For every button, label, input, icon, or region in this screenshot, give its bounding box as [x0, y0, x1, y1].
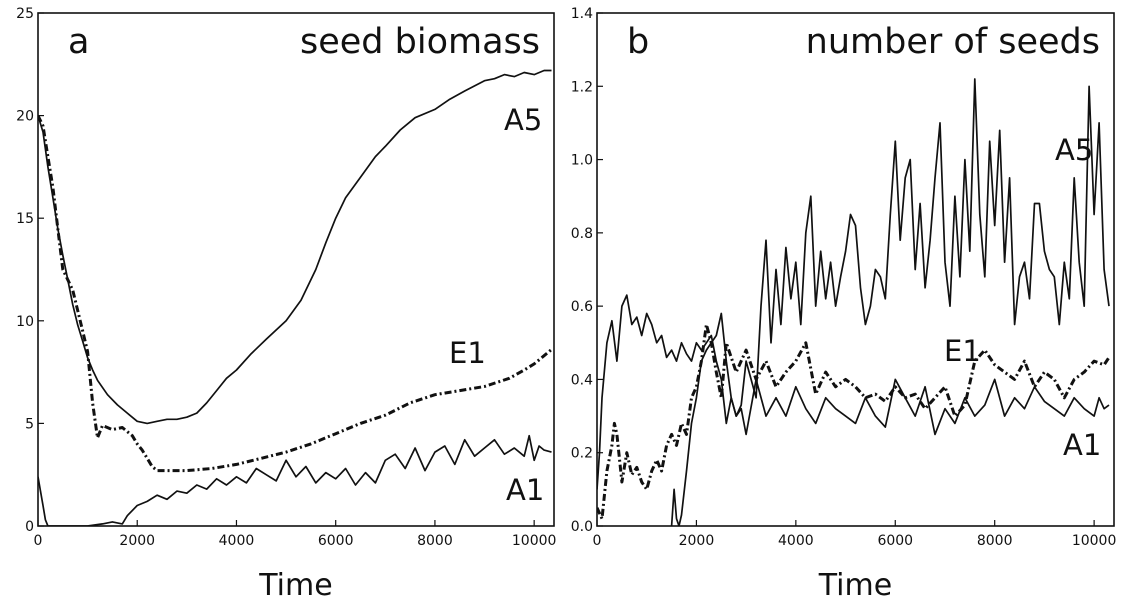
- x-tick-label: 0: [593, 533, 602, 549]
- panel-title: number of seeds: [806, 22, 1100, 62]
- panel-letter: a: [68, 22, 89, 62]
- series-line-a1: [38, 434, 552, 526]
- x-tick-label: 6000: [877, 533, 913, 549]
- series-label-e1: E1: [449, 336, 486, 370]
- x-tick-label: 8000: [417, 533, 453, 549]
- y-tick-label: 0.8: [571, 226, 593, 242]
- series-label-e1: E1: [944, 334, 981, 368]
- x-tick-label: 10000: [512, 533, 557, 549]
- y-tick-label: 0.4: [571, 372, 593, 388]
- y-tick-label: 15: [16, 211, 34, 227]
- series-label-a5: A5: [504, 103, 542, 137]
- y-tick-label: 5: [25, 416, 34, 432]
- series-line-a5: [38, 69, 552, 425]
- y-tick-label: 0.6: [571, 299, 593, 315]
- x-tick-label: 2000: [119, 533, 155, 549]
- y-tick-label: 10: [16, 314, 34, 330]
- x-tick-label: 4000: [778, 533, 814, 549]
- y-tick-label: 1.2: [571, 79, 593, 95]
- y-tick-label: 1.4: [571, 6, 593, 22]
- y-tick-label: 1.0: [571, 153, 593, 169]
- series-line-e1: [38, 114, 553, 473]
- panel-b: 0.0 0.2 0.4 0.6 0.8 1.0 1.2 1.4 0 2000 4000 6000 800…: [571, 6, 1117, 602]
- y-tick-label: 0: [25, 519, 34, 535]
- x-tick-label: 2000: [679, 533, 715, 549]
- series-line-e1: [597, 323, 1111, 521]
- plot-frame: [596, 12, 1115, 527]
- series-label-a1: A1: [506, 473, 544, 507]
- x-tick-label: 4000: [219, 533, 255, 549]
- x-tick-label: 0: [34, 533, 43, 549]
- panel-letter: b: [627, 22, 649, 62]
- series-line-a1: [597, 294, 1110, 490]
- x-tick-label: 10000: [1072, 533, 1117, 549]
- y-tick-label: 25: [16, 6, 34, 22]
- series-label-a1: A1: [1063, 428, 1101, 462]
- series-label-a5: A5: [1055, 133, 1093, 167]
- series-line-a5: [670, 78, 1110, 526]
- x-tick-label: 8000: [977, 533, 1013, 549]
- plot-frame: [37, 12, 555, 527]
- x-axis-label: Time: [258, 568, 332, 602]
- y-tick-label: 20: [16, 109, 34, 125]
- x-tick-label: 6000: [318, 533, 354, 549]
- panel-title: seed biomass: [300, 22, 540, 62]
- y-tick-label: 0.0: [571, 519, 593, 535]
- y-tick-label: 0.2: [571, 446, 593, 462]
- panel-a: 0 5 10 15 20 25 0 2000 4000 6000 8000 10000 Time a see…: [16, 6, 556, 602]
- x-axis-label: Time: [818, 568, 892, 602]
